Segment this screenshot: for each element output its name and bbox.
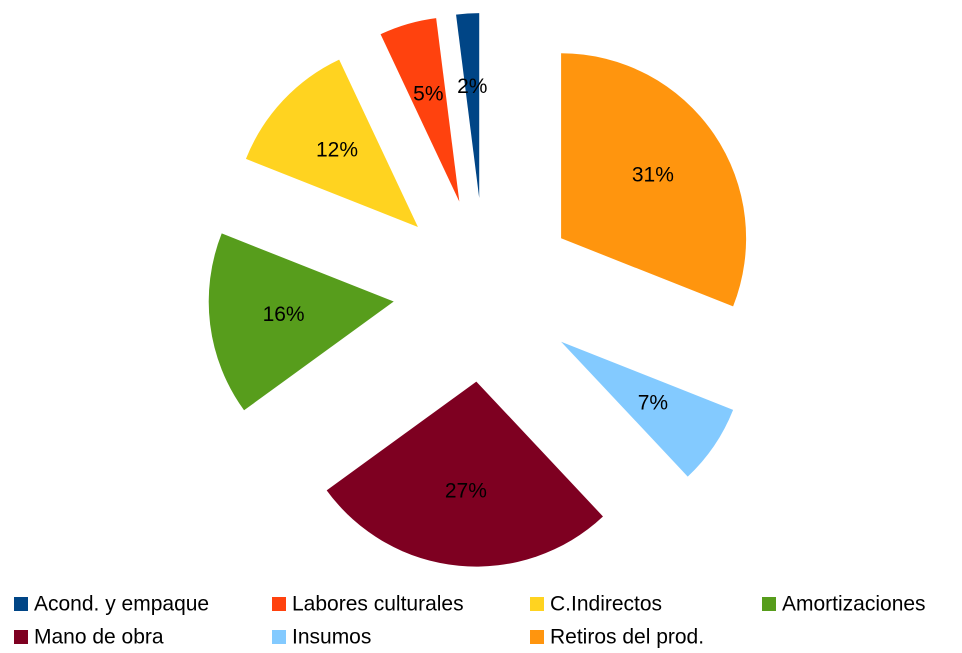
legend-swatch — [272, 597, 286, 611]
pie-slice — [245, 59, 418, 228]
legend-swatch — [272, 630, 286, 644]
pie-slice — [561, 53, 747, 307]
data-label: 12% — [316, 139, 358, 162]
legend-swatch — [14, 630, 28, 644]
legend-swatch — [762, 597, 776, 611]
data-label: 31% — [632, 163, 674, 186]
legend-label: Labores culturales — [292, 593, 464, 616]
pie-slice — [456, 13, 480, 199]
data-label: 2% — [457, 75, 487, 98]
data-label: 7% — [638, 392, 668, 415]
legend-label: Acond. y empaque — [34, 593, 209, 616]
legend-swatch — [530, 597, 544, 611]
pie-slice — [326, 381, 603, 567]
data-label: 5% — [413, 83, 443, 106]
legend-label: C.Indirectos — [550, 593, 662, 616]
legend-label: Insumos — [292, 626, 371, 649]
data-label: 16% — [263, 303, 305, 326]
legend-label: Retiros del prod. — [550, 626, 704, 649]
legend-label: Mano de obra — [34, 626, 164, 649]
pie-slice — [208, 233, 394, 411]
legend-swatch — [14, 597, 28, 611]
legend-swatch — [530, 630, 544, 644]
pie-slice — [561, 341, 734, 477]
data-label: 27% — [445, 480, 487, 503]
pie-slice — [380, 18, 460, 202]
legend-label: Amortizaciones — [782, 593, 926, 616]
